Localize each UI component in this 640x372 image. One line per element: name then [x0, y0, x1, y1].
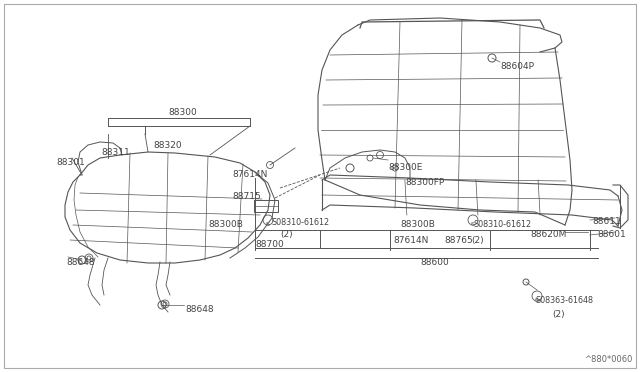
Text: 88600: 88600 — [420, 258, 449, 267]
Text: S08310-61612: S08310-61612 — [473, 220, 531, 229]
Text: ^880*0060: ^880*0060 — [584, 355, 632, 364]
Text: 88301: 88301 — [56, 158, 84, 167]
Text: 88300B: 88300B — [400, 220, 435, 229]
Text: 88320: 88320 — [153, 141, 182, 150]
Text: 87614N: 87614N — [232, 170, 268, 179]
Text: S: S — [535, 298, 539, 303]
Text: 88715: 88715 — [232, 192, 260, 201]
Text: 88648: 88648 — [66, 258, 95, 267]
Text: (2): (2) — [552, 310, 564, 319]
Text: S: S — [471, 222, 475, 227]
Text: 88300E: 88300E — [388, 163, 422, 172]
Text: 87614N: 87614N — [393, 236, 428, 245]
Text: 88765: 88765 — [444, 236, 473, 245]
Text: 88700: 88700 — [255, 240, 284, 249]
Text: 88300: 88300 — [168, 108, 197, 117]
Text: 88601: 88601 — [597, 230, 626, 239]
Text: S08363-61648: S08363-61648 — [536, 296, 594, 305]
Text: S08310-61612: S08310-61612 — [272, 218, 330, 227]
Text: 88300B: 88300B — [208, 220, 243, 229]
Text: 88300FP: 88300FP — [405, 178, 444, 187]
Text: 88611: 88611 — [592, 217, 621, 226]
Text: 88311: 88311 — [101, 148, 130, 157]
Text: 88620M: 88620M — [530, 230, 566, 239]
Text: S: S — [266, 222, 270, 227]
Text: (2): (2) — [280, 230, 292, 239]
Text: (2): (2) — [471, 236, 484, 245]
Text: 88648: 88648 — [185, 305, 214, 314]
Text: 88604P: 88604P — [500, 62, 534, 71]
